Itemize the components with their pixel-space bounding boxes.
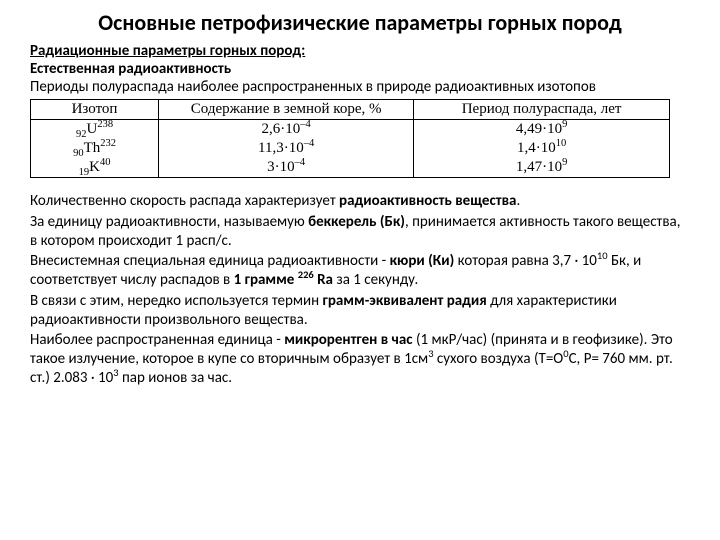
- isotope-sup: 40: [100, 157, 111, 168]
- half-base: 4,49·10: [516, 121, 562, 137]
- page-title: Основные петрофизические параметры горны…: [30, 10, 690, 36]
- isotope-sub: 19: [79, 167, 90, 178]
- cell-content: 11,3·10–4: [159, 139, 414, 158]
- p4-a: В связи с этим, нередко используется тер…: [30, 292, 323, 310]
- p5-b: микрорентген в час: [284, 331, 412, 349]
- content-exp: –4: [304, 138, 315, 149]
- paragraph-1: Количественно скорость распада характери…: [30, 192, 690, 211]
- isotope-sub: 92: [76, 129, 87, 140]
- p1-c: .: [516, 192, 520, 210]
- isotope-table: Изотоп Содержание в земной коре, % Перио…: [30, 99, 670, 178]
- isotope-symbol: K: [89, 159, 100, 175]
- content-base: 2,6·10: [262, 121, 301, 137]
- isotope-sup: 238: [97, 119, 113, 130]
- p3-exp: 10: [597, 249, 608, 262]
- isotope-sub: 90: [73, 148, 84, 159]
- p1-a: Количественно скорость распада характери…: [30, 192, 339, 210]
- subheading-1: Радиационные параметры горных пород:: [30, 42, 690, 60]
- table-row: 92U238 2,6·10–4 4,49·109: [31, 120, 670, 140]
- slide: Основные петрофизические параметры горны…: [0, 0, 720, 540]
- half-exp: 9: [562, 157, 567, 168]
- p3-a: Внесистемная специальная единица радиоак…: [30, 252, 390, 270]
- paragraph-3: Внесистемная специальная единица радиоак…: [30, 252, 690, 290]
- content-exp: –4: [300, 119, 311, 130]
- paragraph-2: За единицу радиоактивности, называемую б…: [30, 213, 690, 251]
- col-isotope: Изотоп: [31, 100, 159, 120]
- p4-b: грамм-эквивалент радия: [323, 292, 487, 310]
- p2-a: За единицу радиоактивности, называемую: [30, 213, 308, 231]
- p3-f-sup: 226: [298, 268, 314, 281]
- p1-b: радиоактивность вещества: [339, 192, 516, 210]
- cell-content: 3·10–4: [159, 158, 414, 178]
- cell-isotope: 90Th232: [31, 139, 159, 158]
- col-content: Содержание в земной коре, %: [159, 100, 414, 120]
- p5-f: пар ионов за час.: [119, 369, 232, 387]
- p3-h: за 1 секунду.: [333, 271, 418, 289]
- table-row: 90Th232 11,3·10–4 1,4·1010: [31, 139, 670, 158]
- isotope-symbol: Th: [84, 140, 101, 156]
- half-exp: 9: [562, 119, 567, 130]
- paragraph-5: Наиболее распространенная единица - микр…: [30, 331, 690, 387]
- intro-text: Периоды полураспада наиболее распростран…: [30, 78, 690, 97]
- subheading-2: Естественная радиоактивность: [30, 60, 690, 78]
- p3-b: кюри (Ки): [390, 252, 455, 270]
- content-base: 11,3·10: [258, 140, 304, 156]
- cell-isotope: 19K40: [31, 158, 159, 178]
- cell-isotope: 92U238: [31, 120, 159, 140]
- cell-content: 2,6·10–4: [159, 120, 414, 140]
- cell-halflife: 1,4·1010: [414, 139, 670, 158]
- table-row: 19K40 3·10–4 1,47·109: [31, 158, 670, 178]
- p3-g: Ra: [314, 271, 333, 289]
- p5-d: сухого воздуха (Т=О: [434, 350, 564, 368]
- content-exp: –4: [295, 157, 306, 168]
- isotope-symbol: U: [86, 121, 97, 137]
- half-base: 1,4·10: [517, 140, 556, 156]
- p3-e: 1 грамме: [234, 271, 298, 289]
- cell-halflife: 4,49·109: [414, 120, 670, 140]
- half-base: 1,47·10: [516, 159, 562, 175]
- isotope-sup: 232: [100, 138, 116, 149]
- table-header-row: Изотоп Содержание в земной коре, % Перио…: [31, 100, 670, 120]
- p5-a: Наиболее распространенная единица -: [30, 331, 284, 349]
- col-halflife: Период полураспада, лет: [414, 100, 670, 120]
- p3-c: которая равна 3,7 · 10: [454, 252, 597, 270]
- p2-b: беккерель (Бк): [308, 213, 405, 231]
- cell-halflife: 1,47·109: [414, 158, 670, 178]
- half-exp: 10: [556, 138, 567, 149]
- content-base: 3·10: [267, 159, 295, 175]
- paragraph-4: В связи с этим, нередко используется тер…: [30, 292, 690, 330]
